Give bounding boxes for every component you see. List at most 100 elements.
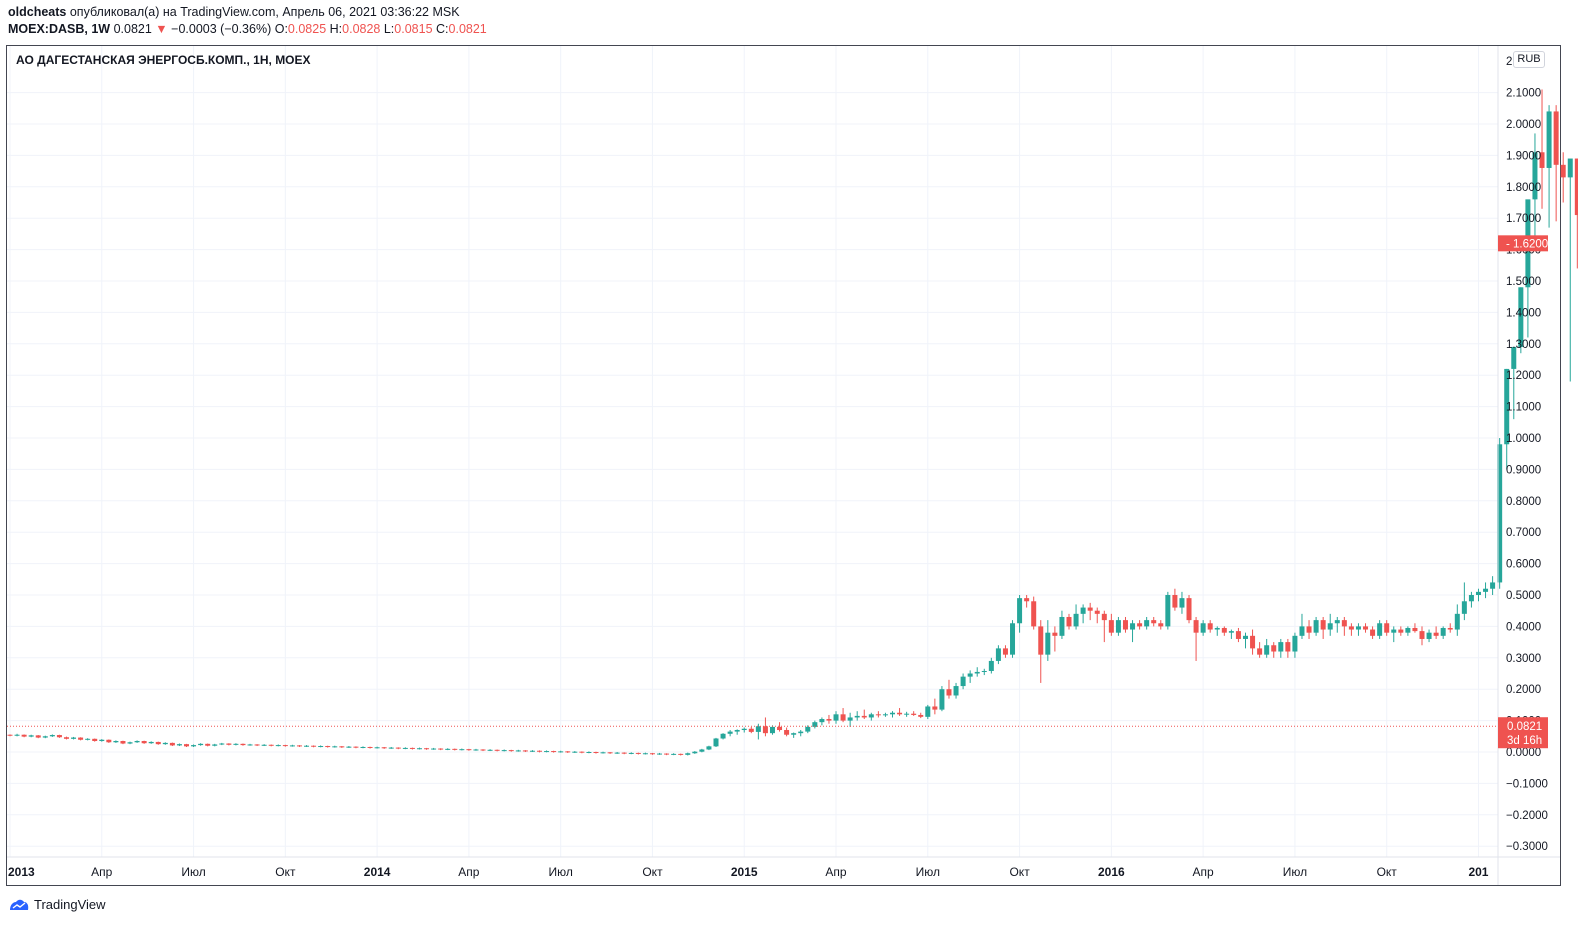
candle bbox=[1363, 623, 1369, 633]
candle bbox=[1002, 645, 1008, 658]
candle bbox=[1031, 596, 1037, 630]
time-axis: 2013 Апр Июл Окт 2014 Апр Июл Окт 2015 Апр Июл Окт 2… bbox=[7, 856, 1560, 879]
candle-body bbox=[812, 722, 818, 727]
candle bbox=[939, 686, 945, 712]
candle bbox=[558, 750, 564, 753]
candle-body bbox=[897, 712, 903, 715]
x-tick-label: 2015 bbox=[731, 865, 758, 879]
candle-body bbox=[1017, 598, 1023, 624]
candle-body bbox=[840, 714, 846, 721]
candle-body bbox=[1454, 613, 1460, 630]
candle bbox=[120, 740, 126, 745]
candle-body bbox=[1313, 620, 1319, 633]
candle-body bbox=[127, 742, 133, 744]
candle bbox=[219, 742, 225, 746]
candle-body bbox=[1130, 623, 1136, 630]
candle bbox=[466, 748, 472, 751]
candle bbox=[99, 739, 105, 742]
y-tick-label: 2.1000 bbox=[1506, 88, 1541, 100]
candle-body bbox=[1341, 620, 1347, 627]
candle bbox=[42, 735, 48, 739]
candle-body bbox=[537, 750, 542, 752]
candle bbox=[134, 740, 140, 743]
candle bbox=[501, 749, 507, 752]
candle bbox=[777, 722, 783, 732]
candle-body bbox=[63, 737, 69, 739]
candle-body bbox=[1073, 613, 1079, 627]
candle-body bbox=[1363, 626, 1369, 630]
candle bbox=[289, 744, 295, 747]
candle bbox=[1355, 623, 1361, 636]
x-tick-label: Апр bbox=[1193, 865, 1215, 879]
candle-body bbox=[1440, 627, 1446, 636]
x-tick-label: 2016 bbox=[1098, 865, 1125, 879]
candle bbox=[1306, 620, 1312, 639]
candle bbox=[56, 734, 62, 738]
candle bbox=[353, 746, 359, 749]
candle bbox=[141, 740, 147, 744]
candle-body bbox=[642, 753, 648, 755]
candle bbox=[1094, 607, 1100, 624]
tradingview-brand[interactable]: TradingView bbox=[8, 897, 106, 912]
candle-body bbox=[593, 752, 599, 753]
candle-body bbox=[212, 744, 218, 746]
candle-body bbox=[1468, 595, 1474, 602]
candle bbox=[1257, 642, 1263, 658]
author-name[interactable]: oldcheats bbox=[8, 5, 67, 19]
last-value: 0.0821 bbox=[113, 22, 152, 36]
candle bbox=[374, 746, 380, 749]
candle bbox=[184, 743, 189, 747]
candle bbox=[635, 752, 641, 755]
candle-body bbox=[1511, 346, 1517, 369]
candle-body bbox=[515, 750, 521, 752]
candle-body bbox=[353, 746, 359, 748]
candle bbox=[459, 748, 465, 751]
candle-body bbox=[918, 714, 924, 717]
candle bbox=[240, 743, 246, 746]
candle bbox=[339, 746, 345, 748]
candle-body bbox=[198, 743, 204, 746]
candle bbox=[593, 751, 599, 754]
candle bbox=[445, 748, 451, 751]
candle-body bbox=[572, 751, 578, 753]
candle bbox=[1440, 626, 1446, 639]
candle bbox=[1108, 613, 1114, 636]
candle-body bbox=[769, 726, 775, 734]
candle bbox=[847, 712, 853, 727]
high-value: 0.0828 bbox=[342, 22, 381, 36]
candle-body bbox=[699, 749, 705, 752]
candle-body bbox=[911, 713, 917, 715]
candle bbox=[798, 730, 804, 737]
candle-body bbox=[798, 731, 804, 734]
candle-body bbox=[452, 748, 458, 750]
candle bbox=[402, 747, 408, 750]
candle-body bbox=[1327, 623, 1333, 630]
candle-body bbox=[233, 743, 239, 745]
candle bbox=[28, 734, 34, 738]
close-label: C: bbox=[436, 22, 449, 36]
candle bbox=[819, 717, 825, 726]
candle-body bbox=[805, 726, 811, 732]
candle-body bbox=[388, 747, 394, 749]
candle bbox=[205, 743, 211, 747]
candle-body bbox=[1574, 158, 1578, 216]
candle-body bbox=[762, 726, 768, 734]
candle bbox=[1179, 591, 1185, 614]
candle bbox=[1553, 105, 1559, 222]
candle-body bbox=[28, 735, 34, 737]
candle bbox=[212, 743, 218, 747]
y-tick-label: 0.5000 bbox=[1506, 590, 1541, 602]
candle bbox=[897, 708, 903, 716]
candle bbox=[621, 752, 627, 755]
candle-body bbox=[607, 752, 613, 754]
candle-body bbox=[339, 746, 345, 748]
candle-body bbox=[508, 750, 514, 752]
currency-badge[interactable]: RUB bbox=[1513, 51, 1545, 68]
candle-body bbox=[1483, 588, 1489, 592]
candle-body bbox=[1320, 620, 1326, 630]
candle bbox=[720, 733, 726, 740]
candle-body bbox=[1278, 642, 1284, 652]
candle bbox=[85, 738, 91, 741]
candle-body bbox=[1334, 620, 1340, 624]
